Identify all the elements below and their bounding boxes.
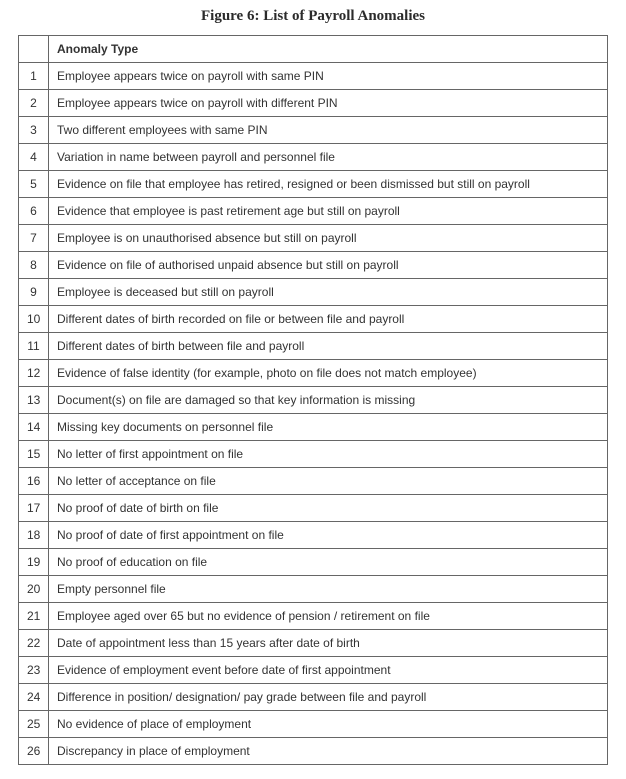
row-number: 19 bbox=[19, 549, 49, 576]
row-anomaly-text: Different dates of birth between file an… bbox=[49, 333, 608, 360]
row-number: 4 bbox=[19, 144, 49, 171]
row-anomaly-text: Employee aged over 65 but no evidence of… bbox=[49, 603, 608, 630]
row-anomaly-text: Date of appointment less than 15 years a… bbox=[49, 630, 608, 657]
row-number: 9 bbox=[19, 279, 49, 306]
row-anomaly-text: Employee appears twice on payroll with d… bbox=[49, 90, 608, 117]
row-number: 24 bbox=[19, 684, 49, 711]
table-row: 17No proof of date of birth on file bbox=[19, 495, 608, 522]
row-number: 6 bbox=[19, 198, 49, 225]
row-number: 21 bbox=[19, 603, 49, 630]
table-row: 15No letter of first appointment on file bbox=[19, 441, 608, 468]
row-number: 22 bbox=[19, 630, 49, 657]
row-number: 17 bbox=[19, 495, 49, 522]
row-anomaly-text: Employee is deceased but still on payrol… bbox=[49, 279, 608, 306]
table-row: 26Discrepancy in place of employment bbox=[19, 738, 608, 765]
row-anomaly-text: Empty personnel file bbox=[49, 576, 608, 603]
header-anomaly-type: Anomaly Type bbox=[49, 36, 608, 63]
row-anomaly-text: No proof of date of birth on file bbox=[49, 495, 608, 522]
row-anomaly-text: Missing key documents on personnel file bbox=[49, 414, 608, 441]
table-row: 4Variation in name between payroll and p… bbox=[19, 144, 608, 171]
row-number: 20 bbox=[19, 576, 49, 603]
row-number: 11 bbox=[19, 333, 49, 360]
anomalies-table: Anomaly Type 1Employee appears twice on … bbox=[18, 35, 608, 765]
row-number: 12 bbox=[19, 360, 49, 387]
row-anomaly-text: Variation in name between payroll and pe… bbox=[49, 144, 608, 171]
table-row: 24Difference in position/ designation/ p… bbox=[19, 684, 608, 711]
row-number: 23 bbox=[19, 657, 49, 684]
row-anomaly-text: Two different employees with same PIN bbox=[49, 117, 608, 144]
table-row: 25No evidence of place of employment bbox=[19, 711, 608, 738]
figure-title: Figure 6: List of Payroll Anomalies bbox=[18, 8, 608, 25]
table-row: 21Employee aged over 65 but no evidence … bbox=[19, 603, 608, 630]
header-number bbox=[19, 36, 49, 63]
table-row: 6Evidence that employee is past retireme… bbox=[19, 198, 608, 225]
table-row: 3Two different employees with same PIN bbox=[19, 117, 608, 144]
row-number: 16 bbox=[19, 468, 49, 495]
table-row: 19No proof of education on file bbox=[19, 549, 608, 576]
row-anomaly-text: Evidence on file of authorised unpaid ab… bbox=[49, 252, 608, 279]
row-number: 3 bbox=[19, 117, 49, 144]
table-row: 16No letter of acceptance on file bbox=[19, 468, 608, 495]
row-number: 7 bbox=[19, 225, 49, 252]
row-number: 26 bbox=[19, 738, 49, 765]
row-anomaly-text: Discrepancy in place of employment bbox=[49, 738, 608, 765]
row-number: 14 bbox=[19, 414, 49, 441]
table-row: 20Empty personnel file bbox=[19, 576, 608, 603]
table-row: 22Date of appointment less than 15 years… bbox=[19, 630, 608, 657]
row-number: 18 bbox=[19, 522, 49, 549]
table-row: 7Employee is on unauthorised absence but… bbox=[19, 225, 608, 252]
table-row: 9Employee is deceased but still on payro… bbox=[19, 279, 608, 306]
row-anomaly-text: No proof of date of first appointment on… bbox=[49, 522, 608, 549]
table-row: 5Evidence on file that employee has reti… bbox=[19, 171, 608, 198]
row-anomaly-text: No letter of first appointment on file bbox=[49, 441, 608, 468]
row-number: 1 bbox=[19, 63, 49, 90]
row-number: 25 bbox=[19, 711, 49, 738]
figure-container: Figure 6: List of Payroll Anomalies Anom… bbox=[0, 0, 626, 779]
row-anomaly-text: No proof of education on file bbox=[49, 549, 608, 576]
row-number: 15 bbox=[19, 441, 49, 468]
row-anomaly-text: Difference in position/ designation/ pay… bbox=[49, 684, 608, 711]
row-anomaly-text: Evidence on file that employee has retir… bbox=[49, 171, 608, 198]
table-row: 8Evidence on file of authorised unpaid a… bbox=[19, 252, 608, 279]
row-number: 2 bbox=[19, 90, 49, 117]
row-anomaly-text: No evidence of place of employment bbox=[49, 711, 608, 738]
table-row: 18No proof of date of first appointment … bbox=[19, 522, 608, 549]
row-anomaly-text: Document(s) on file are damaged so that … bbox=[49, 387, 608, 414]
table-row: 2Employee appears twice on payroll with … bbox=[19, 90, 608, 117]
row-number: 10 bbox=[19, 306, 49, 333]
row-number: 13 bbox=[19, 387, 49, 414]
table-row: 1Employee appears twice on payroll with … bbox=[19, 63, 608, 90]
row-anomaly-text: Evidence of employment event before date… bbox=[49, 657, 608, 684]
row-anomaly-text: No letter of acceptance on file bbox=[49, 468, 608, 495]
row-anomaly-text: Employee is on unauthorised absence but … bbox=[49, 225, 608, 252]
row-anomaly-text: Employee appears twice on payroll with s… bbox=[49, 63, 608, 90]
row-anomaly-text: Evidence that employee is past retiremen… bbox=[49, 198, 608, 225]
table-row: 13Document(s) on file are damaged so tha… bbox=[19, 387, 608, 414]
row-anomaly-text: Different dates of birth recorded on fil… bbox=[49, 306, 608, 333]
row-anomaly-text: Evidence of false identity (for example,… bbox=[49, 360, 608, 387]
table-row: 12Evidence of false identity (for exampl… bbox=[19, 360, 608, 387]
table-row: 11Different dates of birth between file … bbox=[19, 333, 608, 360]
table-row: 14Missing key documents on personnel fil… bbox=[19, 414, 608, 441]
row-number: 8 bbox=[19, 252, 49, 279]
row-number: 5 bbox=[19, 171, 49, 198]
table-row: 23Evidence of employment event before da… bbox=[19, 657, 608, 684]
table-row: 10Different dates of birth recorded on f… bbox=[19, 306, 608, 333]
table-header-row: Anomaly Type bbox=[19, 36, 608, 63]
